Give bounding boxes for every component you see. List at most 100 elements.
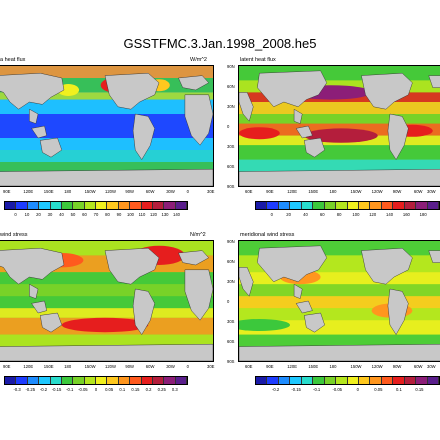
colorbar-swatch (427, 377, 439, 384)
colorbar-swatch (278, 202, 291, 209)
colorbar-tick-label: 80 (336, 212, 342, 217)
lon-tick-label: 90W (392, 364, 402, 369)
land-mass (132, 288, 155, 336)
colorbar-tick-label: 60 (82, 212, 87, 217)
colorbar-tick-label: 0 (94, 387, 98, 392)
lon-tick-label: 30W (427, 189, 436, 194)
land-mass (239, 92, 254, 122)
land-mass (184, 94, 213, 146)
lon-tick-label: 150W (350, 364, 362, 369)
land-mass (0, 168, 213, 186)
lat-tick-label: 30N (227, 104, 235, 109)
colorbar-swatch (50, 202, 62, 209)
lat-tick-label: 90S (227, 359, 235, 364)
field-band (0, 296, 213, 309)
lat-tick-label: 30S (227, 144, 235, 149)
colorbar-swatch (27, 377, 40, 384)
lon-tick-label: 90E (266, 364, 274, 369)
colorbar-swatch (73, 377, 85, 384)
colorbar-swatch (347, 377, 359, 384)
colorbar-swatch (267, 202, 279, 209)
colorbar-swatch (141, 202, 153, 209)
colorbar-tick-label: 50 (70, 212, 76, 217)
field-band (0, 284, 213, 297)
colorbar-tick-label: -0.1 (313, 387, 321, 392)
lon-tick-label: 90W (392, 189, 402, 194)
colorbar-tick-label: 40 (59, 212, 64, 217)
colorbar-swatch (5, 202, 17, 209)
colorbar-swatch (107, 202, 119, 209)
land-mass (31, 300, 47, 314)
land-mass (31, 125, 47, 139)
field-band (0, 92, 213, 100)
colorbar-swatch (175, 202, 187, 209)
colorbar-sensible (4, 201, 188, 210)
lon-tick-label: 120E (287, 364, 297, 369)
colorbar-swatch (5, 377, 17, 384)
land-mass (428, 250, 440, 263)
field-band (0, 272, 213, 285)
colorbar-swatch (256, 377, 268, 384)
field-band (0, 150, 213, 162)
map-sensible-heat-flux (0, 65, 214, 187)
colorbar-swatch (324, 202, 337, 209)
lon-tick-label: 150W (84, 364, 96, 369)
lat-tick-label: 60S (227, 339, 235, 344)
colorbar-swatch (39, 377, 51, 384)
land-mass (132, 113, 155, 161)
colorbar-tick-label: 90 (116, 212, 122, 217)
colorbar-tick-label: 140 (386, 212, 394, 217)
lon-tick-label: 180 (64, 364, 72, 369)
colorbar-swatch (61, 377, 74, 384)
land-mass (0, 72, 65, 110)
colorbar-tick-label: -0.1 (66, 387, 74, 392)
colorbar-tick-label: 100 (127, 212, 134, 217)
land-mass (104, 247, 160, 285)
colorbar-swatch (324, 377, 337, 384)
colorbar-tick-label: 20 (286, 212, 291, 217)
lon-tick-label: 60E (245, 189, 253, 194)
field-band (239, 296, 440, 309)
land-mass (29, 283, 39, 299)
land-mass (104, 72, 160, 110)
land-mass (361, 247, 413, 285)
land-mass (29, 108, 39, 124)
land-mass (39, 312, 63, 333)
colorbar-swatch (427, 202, 439, 209)
colorbar-swatch (358, 377, 371, 384)
map-zonal-wind-stress (0, 240, 214, 362)
colorbar-swatch (164, 202, 176, 209)
lon-tick-label: 180 (329, 364, 337, 369)
colorbar-tick-label: -0.2 (271, 387, 280, 392)
lon-tick-label: 150E (43, 364, 54, 369)
colorbar-swatch (84, 202, 96, 209)
colorbar-swatch (152, 202, 165, 209)
lon-tick-label: 180 (64, 189, 72, 194)
field-band (239, 114, 440, 124)
lat-tick-label: 90N (227, 239, 235, 244)
lat-tick-label: 90S (227, 184, 235, 189)
colorbar-swatch (290, 202, 302, 209)
land-mass (239, 343, 440, 361)
colorbar-swatch (416, 202, 428, 209)
lat-tick-label: 30N (227, 279, 235, 284)
field-band (239, 145, 440, 160)
panel-label-meridional: meridional wind stress (240, 232, 295, 238)
lon-tick-label: 60W (413, 189, 423, 194)
colorbar-tick-label: 140 (173, 212, 180, 217)
lon-tick-label: 0 (186, 189, 189, 194)
land-mass (0, 343, 213, 361)
colorbar-tick-label: 20 (36, 212, 41, 217)
colorbar-tick-label: -0.15 (51, 387, 62, 392)
lon-tick-label: 90E (3, 189, 11, 194)
lon-tick-label: 90W (125, 189, 135, 194)
panel-label-latent: latent heat flux (240, 57, 276, 63)
colorbar-swatch (39, 202, 51, 209)
lat-tick-label: 30S (227, 319, 235, 324)
field-band (0, 334, 213, 347)
colorbar-tick-label: 120 (369, 212, 377, 217)
colorbar-tick-label: 10 (24, 212, 30, 217)
land-mass (293, 108, 303, 124)
colorbar-swatch (301, 377, 314, 384)
